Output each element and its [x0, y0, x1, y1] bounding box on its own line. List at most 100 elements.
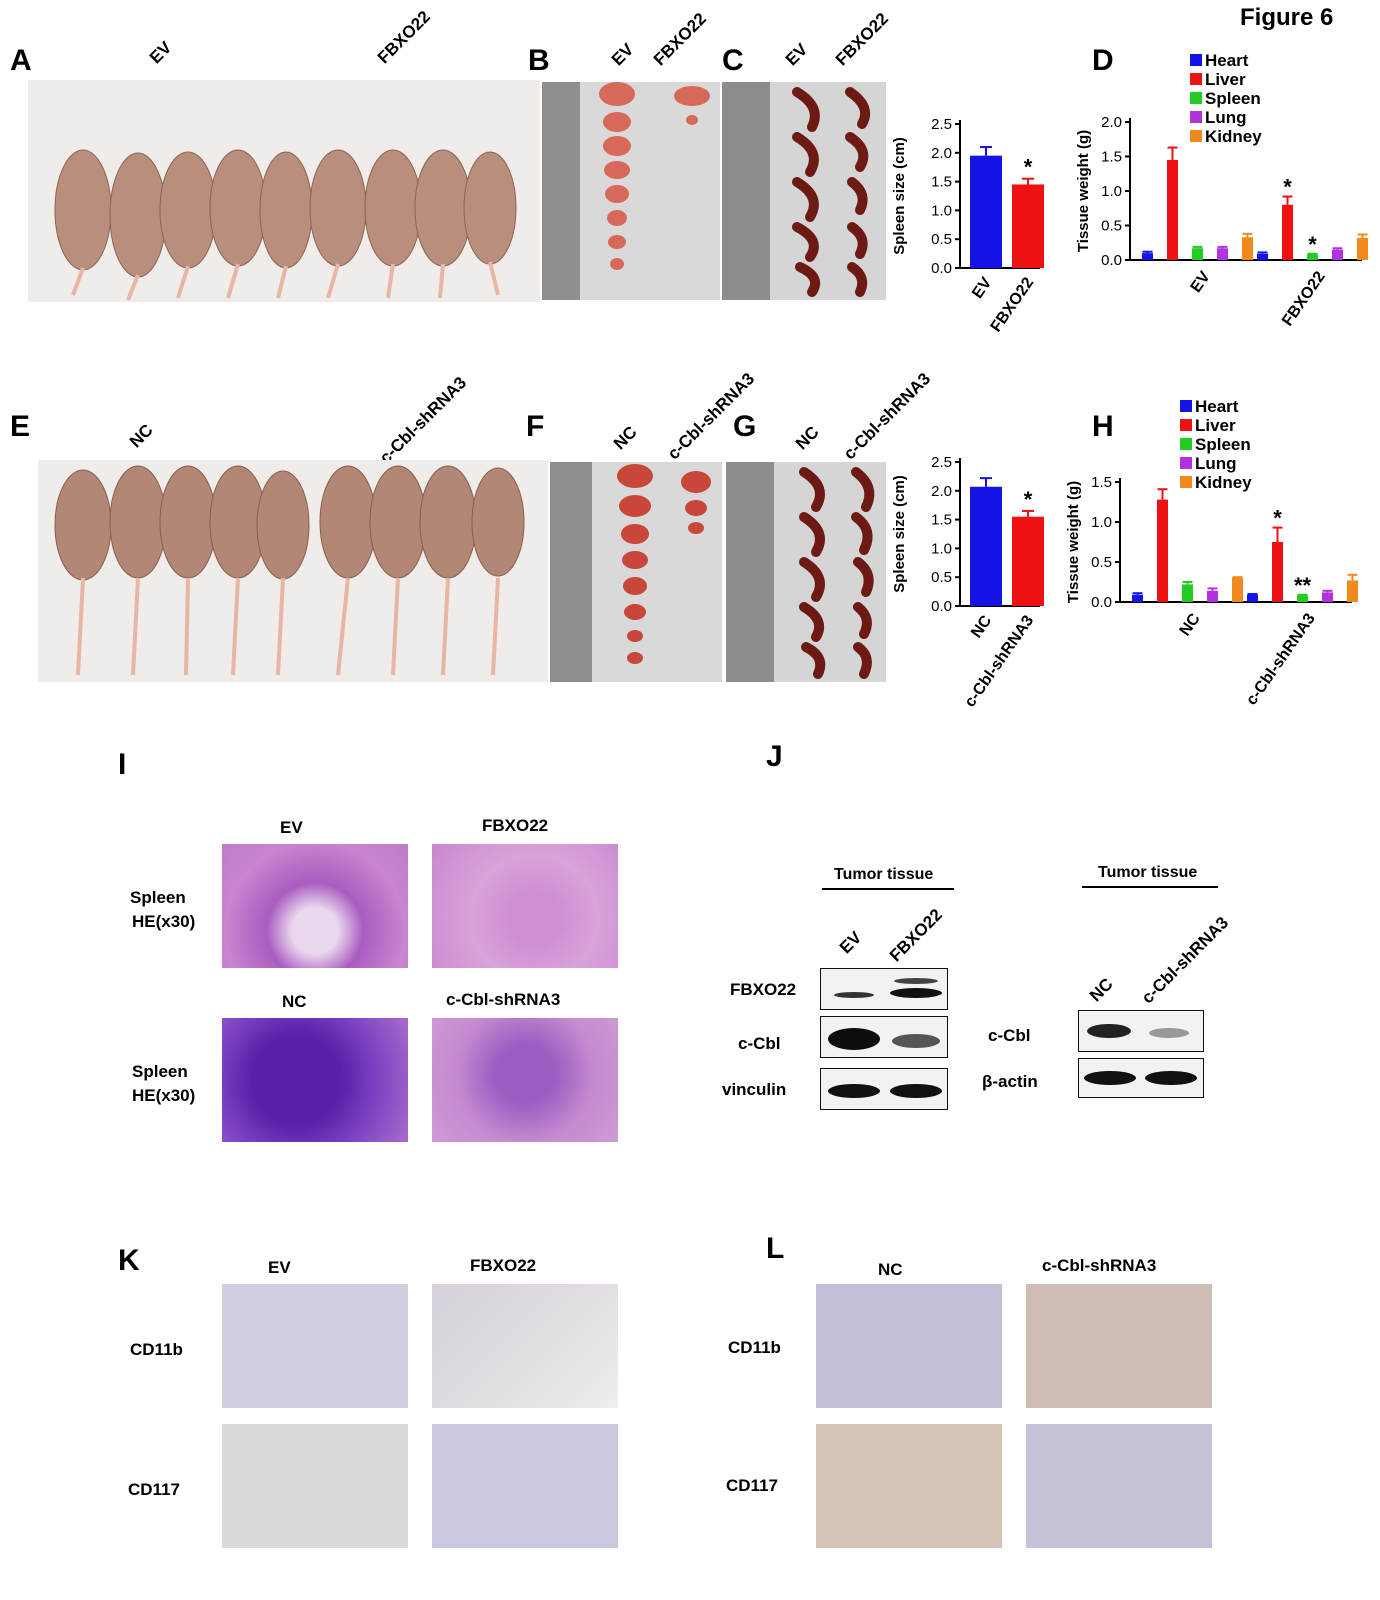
ihc-image-l-cd117-shrna	[1026, 1424, 1212, 1548]
bar-kidney	[1232, 578, 1243, 602]
mice-drawing-e	[54, 465, 525, 676]
y-tick-label: 1.5	[1101, 149, 1122, 166]
histology-row-label-2: HE(x30)	[132, 912, 196, 931]
wb-lane-nc: NC	[1085, 974, 1117, 1006]
panel-letter-f: F	[526, 410, 545, 443]
legend-swatch	[1180, 400, 1192, 412]
panel-letter-k: K	[118, 1244, 140, 1277]
he-image-fbxo22	[432, 844, 618, 968]
y-axis-label: Tissue weight (g)	[1065, 481, 1082, 603]
bar-1	[1012, 184, 1044, 268]
ihc-image-k-cd117-ev	[222, 1424, 408, 1548]
wb-header-right-line	[1082, 886, 1218, 888]
group-label-nc-e: NC	[125, 420, 157, 452]
y-tick-label: 0.0	[931, 598, 952, 615]
bar-heart	[1257, 253, 1268, 260]
tumor-photo-f	[550, 462, 722, 682]
panel-letter-b: B	[528, 44, 550, 77]
tumor-drawing-b	[542, 82, 710, 300]
bar-spleen	[1297, 595, 1308, 602]
x-tick-label: NC	[968, 612, 995, 641]
legend-label: Lung	[1195, 454, 1237, 473]
y-tick-label: 1.5	[931, 512, 952, 529]
legend-label: Heart	[1195, 397, 1239, 416]
panel-letter-h: H	[1092, 410, 1114, 443]
x-tick-label: FBXO22	[1279, 268, 1329, 329]
y-tick-label: 1.0	[1091, 514, 1112, 531]
bar-kidney	[1242, 237, 1253, 260]
ihc-col-fbxo22: FBXO22	[470, 1256, 537, 1275]
bar-spleen	[1182, 584, 1193, 602]
y-axis-label: Tissue weight (g)	[1075, 130, 1092, 252]
wb-header-left-line	[822, 888, 954, 890]
ihc-image-k-cd11b-fbxo22	[432, 1284, 618, 1408]
y-tick-label: 2.0	[1101, 114, 1122, 131]
he-image-shrna	[432, 1018, 618, 1142]
legend-swatch	[1190, 92, 1202, 104]
bar-lung	[1207, 590, 1218, 602]
y-tick-label: 1.0	[1101, 183, 1122, 200]
ihc-image-l-cd11b-nc	[816, 1284, 1002, 1408]
group-label-ev-c: EV	[781, 39, 812, 70]
he-image-ev	[222, 844, 408, 968]
y-tick-label: 2.0	[931, 145, 952, 162]
x-tick-label: c-Cbl-shRNA3	[1243, 610, 1319, 708]
wb-lane-shrna: c-Cbl-shRNA3	[1137, 913, 1233, 1008]
histology-col-fbxo22: FBXO22	[482, 816, 549, 835]
mice-photo-a	[28, 80, 540, 302]
wb-blot-fbxo22	[820, 968, 948, 1010]
y-tick-label: 1.0	[931, 202, 952, 219]
legend-swatch	[1180, 419, 1192, 431]
y-axis-label: Spleen size (cm)	[891, 475, 908, 593]
y-tick-label: 1.0	[931, 540, 952, 557]
legend-swatch	[1180, 476, 1192, 488]
legend-swatch	[1190, 130, 1202, 142]
significance-mark: *	[1024, 487, 1033, 512]
ihc-image-k-cd11b-ev	[222, 1284, 408, 1408]
legend-swatch	[1180, 457, 1192, 469]
ihc-col-ev: EV	[268, 1258, 291, 1277]
figure-title: Figure 6	[1240, 4, 1334, 31]
bar-kidney	[1357, 237, 1368, 260]
significance-mark: *	[1308, 232, 1317, 257]
group-label-fbxo22-c: FBXO22	[831, 9, 893, 70]
spleen-drawing-g	[726, 462, 875, 682]
ihc-image-l-cd11b-shrna	[1026, 1284, 1212, 1408]
histology-col-shrna: c-Cbl-shRNA3	[446, 990, 561, 1009]
y-tick-label: 0.5	[931, 231, 952, 248]
y-tick-label: 2.5	[931, 454, 952, 471]
bar-0	[970, 155, 1002, 268]
y-tick-label: 1.5	[931, 174, 952, 191]
wb-lane-ev: EV	[835, 927, 866, 958]
legend-label: Kidney	[1195, 473, 1252, 492]
bar-liver	[1157, 499, 1168, 602]
bar-kidney	[1347, 580, 1358, 602]
panel-letter-d: D	[1092, 44, 1114, 77]
y-tick-label: 0.5	[931, 569, 952, 586]
significance-mark: *	[1024, 155, 1033, 180]
legend-label: Kidney	[1205, 127, 1262, 146]
tumor-drawing-f	[550, 462, 711, 682]
panel-letter-e: E	[10, 410, 31, 443]
group-label-shrna-e: c-Cbl-shRNA3	[375, 373, 471, 468]
histology-row-label-1: Spleen	[130, 888, 186, 907]
y-tick-label: 0.0	[1091, 594, 1112, 611]
significance-mark: *	[1273, 506, 1282, 531]
legend-label: Liver	[1205, 70, 1246, 89]
wb-row-vinculin: vinculin	[722, 1080, 787, 1099]
legend-label: Spleen	[1205, 89, 1261, 108]
spleen-size-chart-c: 0.0 0.5 1.0 1.5 2.0 2.5 EV * FBXO22 Spleen size (…	[891, 116, 1044, 335]
ihc-row-cd117-k: CD117	[128, 1480, 180, 1499]
he-image-nc	[222, 1018, 408, 1142]
ihc-row-cd11b-k: CD11b	[130, 1340, 183, 1359]
bar-1	[1012, 516, 1044, 606]
bar-lung	[1217, 248, 1228, 260]
legend-swatch	[1190, 73, 1202, 85]
bar-0	[970, 486, 1002, 606]
spleen-size-chart-g: 0.00.51.01.52.02.5NC*c-Cbl-shRNA3Spleen …	[891, 454, 1044, 710]
wb-blot-vinculin	[820, 1068, 948, 1110]
wb-row-ccbl-right: c-Cbl	[988, 1026, 1031, 1045]
group-label-nc-f: NC	[609, 422, 641, 454]
y-axis-label: Spleen size (cm)	[891, 137, 908, 255]
